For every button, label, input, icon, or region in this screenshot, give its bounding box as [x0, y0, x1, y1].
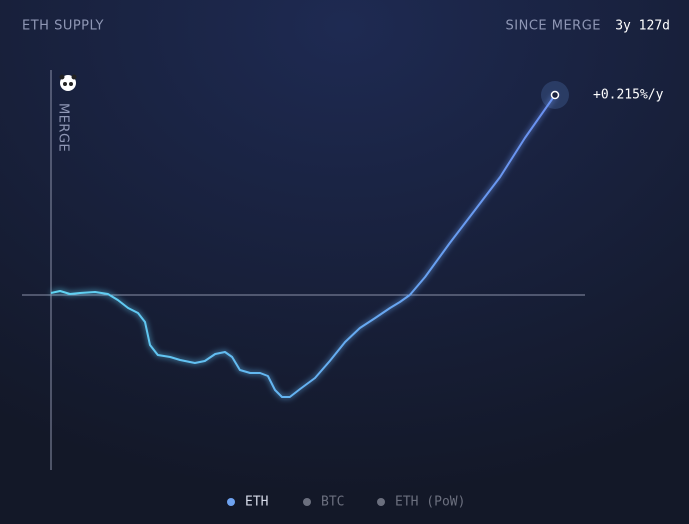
legend-label: ETH (PoW)	[395, 495, 465, 510]
merge-icon	[59, 74, 77, 91]
end-label: +0.215%/y	[593, 88, 664, 103]
eth-line	[50, 94, 556, 398]
since-label: SINCE MERGE	[506, 19, 601, 34]
legend-label: ETH	[245, 495, 268, 510]
legend-label: BTC	[321, 495, 344, 510]
legend-dot	[377, 498, 385, 506]
legend-dot	[227, 498, 235, 506]
merge-label: MERGE	[56, 103, 71, 152]
since-value: 3y 127d	[615, 19, 670, 34]
legend-item[interactable]: BTC	[303, 495, 344, 510]
legend-item[interactable]: ETH (PoW)	[377, 495, 465, 510]
legend-item[interactable]: ETH	[227, 495, 268, 510]
legend-dot	[303, 498, 311, 506]
end-point	[550, 90, 560, 100]
title: ETH SUPPLY	[22, 19, 104, 34]
